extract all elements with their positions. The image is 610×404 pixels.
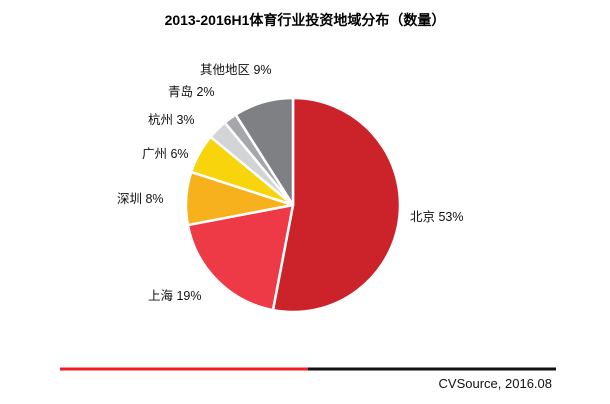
slice-label-6: 其他地区 9% bbox=[200, 63, 272, 77]
pie-slice-6 bbox=[234, 96, 295, 207]
pie-slice-0 bbox=[271, 96, 402, 314]
slice-label-1: 上海 19% bbox=[148, 288, 202, 303]
pie-slice-1 bbox=[186, 203, 295, 312]
slice-label-4: 杭州 3% bbox=[148, 112, 195, 127]
slice-label-0: 北京 53% bbox=[410, 210, 464, 224]
slice-label-2: 深圳 8% bbox=[117, 192, 164, 206]
source-note: CVSource, 2016.08 bbox=[438, 376, 552, 391]
slice-label-5: 青岛 2% bbox=[168, 84, 215, 99]
chart-title: 2013-2016H1体育行业投资地域分布（数量） bbox=[164, 12, 446, 28]
slice-label-3: 广州 6% bbox=[142, 147, 189, 161]
